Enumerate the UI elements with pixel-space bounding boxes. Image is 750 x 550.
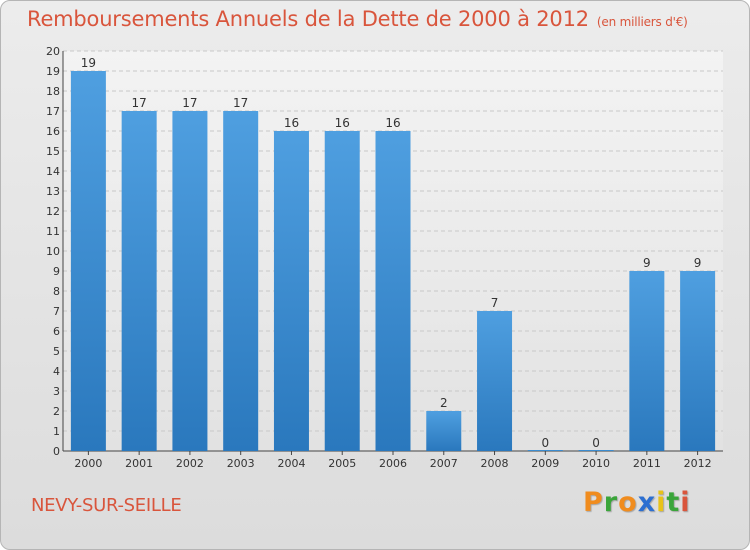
bar: [578, 450, 614, 451]
y-tick-label: 16: [46, 125, 60, 138]
y-tick-label: 8: [53, 285, 60, 298]
x-tick-label: 2005: [328, 457, 356, 470]
y-tick-label: 0: [53, 445, 60, 458]
bar-value-label: 2: [440, 396, 448, 410]
logo-letter: i: [680, 487, 691, 518]
chart-subtitle: (en milliers d'€): [596, 15, 688, 29]
x-tick-label: 2011: [633, 457, 661, 470]
y-tick-label: 18: [46, 85, 60, 98]
y-tick-label: 10: [46, 245, 60, 258]
chart-title: Remboursements Annuels de la Dette de 20…: [27, 7, 688, 31]
bar-value-label: 0: [592, 436, 600, 450]
x-tick-label: 2000: [74, 457, 102, 470]
bar: [527, 450, 563, 451]
y-tick-label: 14: [46, 165, 60, 178]
bar: [172, 111, 208, 451]
y-tick-label: 20: [46, 45, 60, 58]
y-tick-label: 7: [53, 305, 60, 318]
bar: [375, 131, 411, 451]
logo-letter: P: [583, 487, 604, 518]
bar-value-label: 9: [694, 256, 702, 270]
y-tick-label: 1: [53, 425, 60, 438]
y-tick-label: 13: [46, 185, 60, 198]
y-tick-label: 3: [53, 385, 60, 398]
bar-value-label: 7: [491, 296, 499, 310]
y-tick-label: 11: [46, 225, 60, 238]
bar-value-label: 0: [541, 436, 549, 450]
bar-value-label: 17: [233, 96, 248, 110]
logo-letter: x: [637, 487, 657, 518]
y-tick-label: 12: [46, 205, 60, 218]
chart-title-text: Remboursements Annuels de la Dette de 20…: [27, 7, 589, 31]
bar: [477, 311, 513, 451]
bar: [629, 271, 665, 451]
bar-value-label: 17: [132, 96, 147, 110]
bar: [223, 111, 259, 451]
x-tick-label: 2001: [125, 457, 153, 470]
commune-name: NEVY-SUR-SEILLE: [31, 495, 182, 516]
y-tick-label: 19: [46, 65, 60, 78]
y-tick-label: 2: [53, 405, 60, 418]
x-tick-label: 2009: [531, 457, 559, 470]
x-tick-label: 2010: [582, 457, 610, 470]
bar-value-label: 17: [182, 96, 197, 110]
x-tick-label: 2003: [227, 457, 255, 470]
bar: [121, 111, 157, 451]
x-tick-label: 2007: [430, 457, 458, 470]
y-tick-label: 4: [53, 365, 60, 378]
y-tick-label: 15: [46, 145, 60, 158]
x-tick-label: 2006: [379, 457, 407, 470]
y-tick-label: 5: [53, 345, 60, 358]
proxiti-logo: Proxiti: [583, 487, 691, 518]
bar: [680, 271, 716, 451]
y-tick-label: 6: [53, 325, 60, 338]
logo-letter: o: [618, 487, 638, 518]
bar-value-label: 16: [335, 116, 350, 130]
bar: [70, 71, 106, 451]
bar: [426, 411, 462, 451]
x-tick-label: 2008: [481, 457, 509, 470]
logo-letter: i: [656, 487, 667, 518]
x-tick-label: 2012: [684, 457, 712, 470]
logo-letter: t: [666, 487, 681, 518]
bar-value-label: 16: [385, 116, 400, 130]
y-tick-label: 9: [53, 265, 60, 278]
x-tick-label: 2004: [277, 457, 305, 470]
logo-letter: r: [603, 487, 619, 518]
x-tick-label: 2002: [176, 457, 204, 470]
bar-value-label: 16: [284, 116, 299, 130]
bar: [273, 131, 309, 451]
bar-value-label: 19: [81, 56, 96, 70]
bar: [324, 131, 360, 451]
y-tick-label: 17: [46, 105, 60, 118]
bar-value-label: 9: [643, 256, 651, 270]
